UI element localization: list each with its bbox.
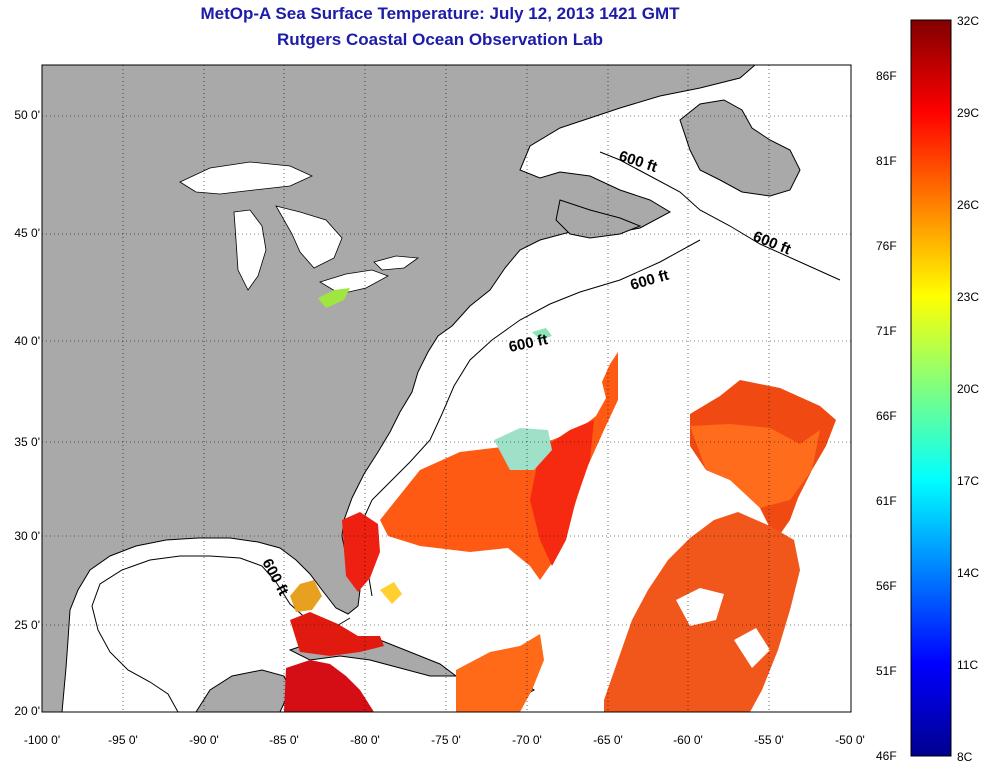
great-lakes bbox=[179, 161, 420, 295]
lat-tick-20: 20 0' bbox=[14, 704, 40, 718]
map-subtitle: Rutgers Coastal Ocean Observation Lab bbox=[277, 30, 603, 49]
map-frame bbox=[41, 64, 852, 713]
lat-tick-30: 30 0' bbox=[14, 529, 40, 543]
lon-tick-60: -60 0' bbox=[673, 733, 703, 747]
colorbar-f-61: 61F bbox=[876, 494, 897, 508]
lon-tick-100: -100 0' bbox=[23, 733, 61, 747]
colorbar-c-20: 20C bbox=[957, 382, 980, 396]
lon-tick-80: -80 0' bbox=[350, 733, 380, 747]
lat-tick-25: 25 0' bbox=[14, 618, 40, 632]
colorbar-c-14: 14C bbox=[957, 566, 980, 580]
colorbar-c-23: 23C bbox=[957, 290, 980, 304]
colorbar-c-17: 17C bbox=[957, 474, 980, 488]
yucatan-land bbox=[195, 669, 291, 712]
nova-scotia-land bbox=[555, 199, 642, 239]
colorbar-f-71: 71F bbox=[876, 324, 897, 338]
colorbar-f-76: 76F bbox=[876, 239, 897, 253]
lat-tick-50: 50 0' bbox=[14, 108, 40, 122]
colorbar-c-26: 26C bbox=[957, 198, 980, 212]
lon-tick-65: -65 0' bbox=[593, 733, 623, 747]
sst-data-layer bbox=[284, 288, 836, 712]
lat-tick-40: 40 0' bbox=[14, 334, 40, 348]
colorbar bbox=[910, 19, 952, 757]
lon-tick-95: -95 0' bbox=[108, 733, 138, 747]
lon-tick-85: -85 0' bbox=[269, 733, 299, 747]
lon-tick-50: -50 0' bbox=[835, 733, 865, 747]
lon-tick-75: -75 0' bbox=[431, 733, 461, 747]
colorbar-f-56: 56F bbox=[876, 579, 897, 593]
colorbar-f-51: 51F bbox=[876, 664, 897, 678]
colorbar-f-46: 46F bbox=[876, 749, 897, 763]
map-title: MetOp-A Sea Surface Temperature: July 12… bbox=[200, 4, 680, 23]
graticule bbox=[42, 65, 851, 712]
colorbar-c-32: 32C bbox=[957, 14, 980, 28]
lon-tick-55: -55 0' bbox=[754, 733, 784, 747]
lat-tick-45: 45 0' bbox=[14, 226, 40, 240]
lat-tick-35: 35 0' bbox=[14, 435, 40, 449]
lon-tick-90: -90 0' bbox=[189, 733, 219, 747]
colorbar-c-11: 11C bbox=[957, 658, 979, 672]
colorbar-f-66: 66F bbox=[876, 409, 897, 423]
lon-tick-70: -70 0' bbox=[512, 733, 542, 747]
colorbar-c-29: 29C bbox=[957, 106, 980, 120]
colorbar-f-81: 81F bbox=[876, 154, 897, 168]
newfoundland-land bbox=[679, 99, 801, 197]
colorbar-c-8: 8C bbox=[957, 750, 973, 764]
colorbar-f-86: 86F bbox=[876, 69, 897, 83]
